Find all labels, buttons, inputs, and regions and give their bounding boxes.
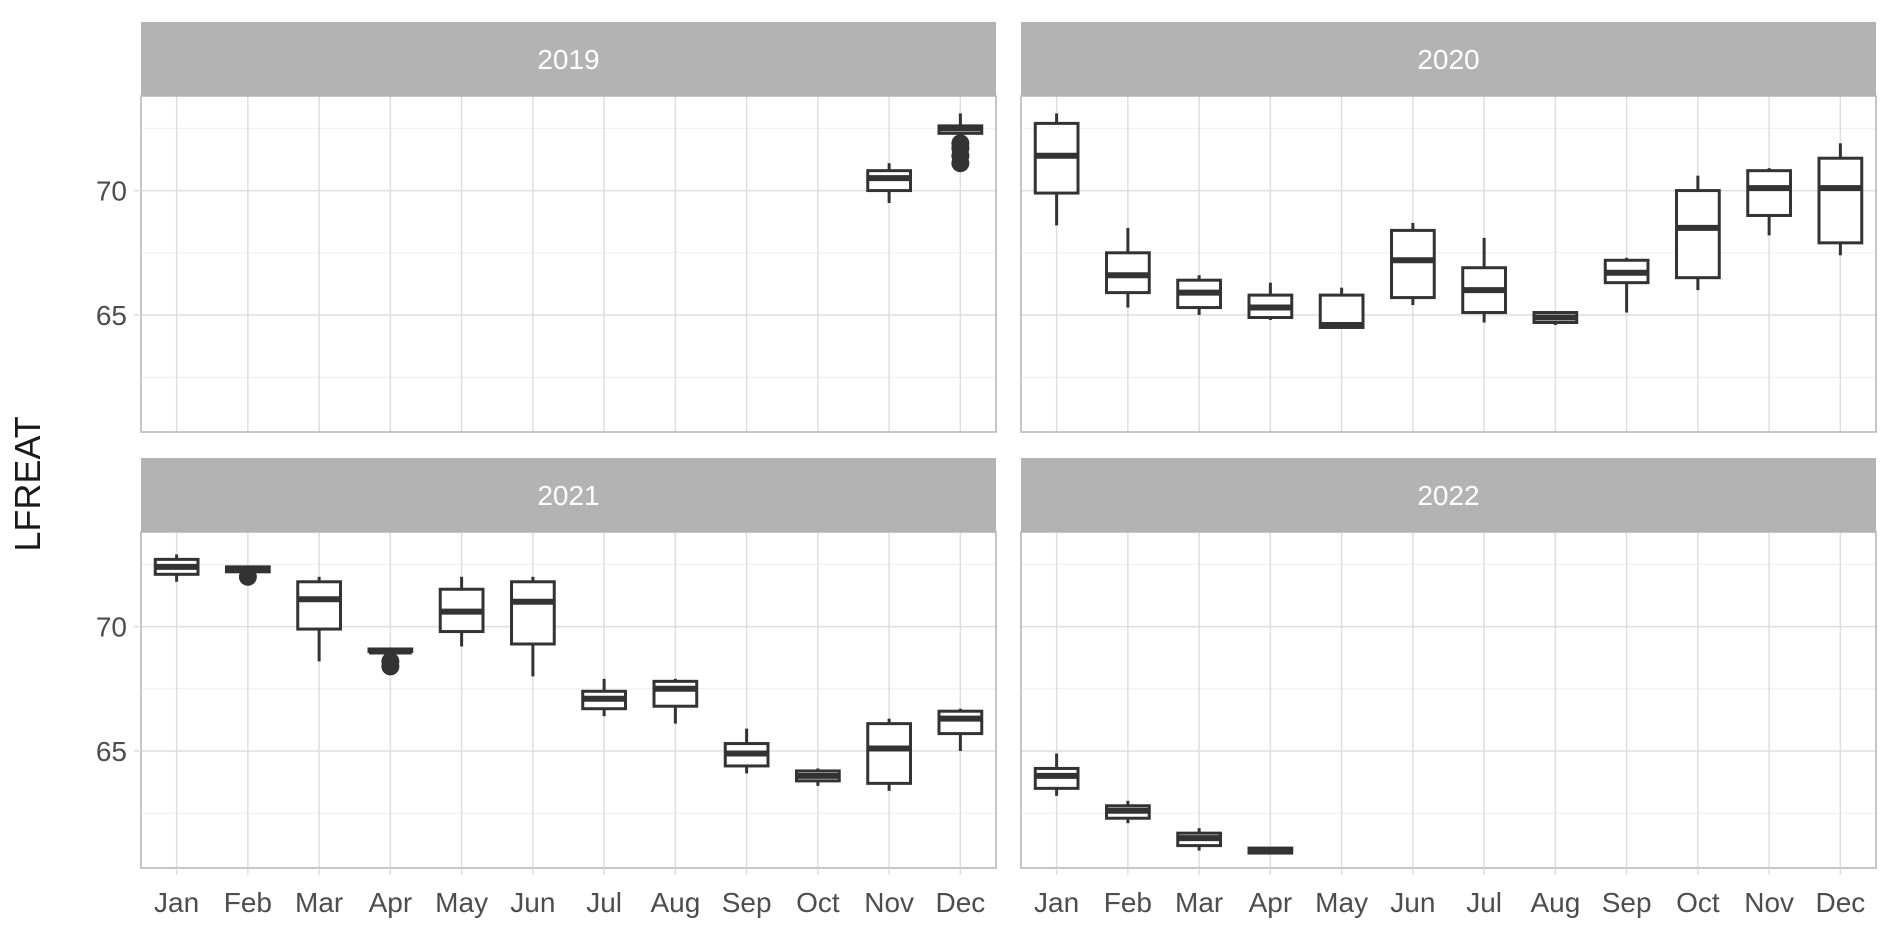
x-tick-label: Jan — [1034, 887, 1079, 918]
box-2021-dec — [937, 708, 984, 752]
facet-panel-2022: 2022 Jan Feb Mar Apr May Jun Jul Aug Sep Oct Nov Dec — [1020, 458, 1877, 918]
plot-area-2022 — [1021, 532, 1876, 868]
x-tick-label: Mar — [1175, 887, 1223, 918]
box-2020-feb — [1105, 227, 1151, 308]
y-tick-label: 70 — [96, 612, 127, 643]
x-tick-label: Sep — [722, 887, 772, 918]
facet-label-2022: 2022 — [1417, 480, 1479, 511]
y-tick-label: 65 — [96, 300, 127, 331]
x-tick-label: Jan — [154, 887, 199, 918]
box-2020-may — [1318, 287, 1365, 329]
facet-strip-2022 — [1021, 458, 1876, 532]
outlier-point — [238, 567, 257, 586]
box-2021-aug — [652, 678, 699, 724]
outlier-point — [381, 652, 400, 671]
facet-panel-2021: 2021 65 70 Jan Feb Mar Apr May Jun Jul Aug Sep Oct No… — [96, 458, 997, 918]
facet-strip-2019 — [141, 22, 996, 96]
facet-panel-2020: 2020 — [1020, 22, 1877, 433]
plot-area-2021 — [141, 532, 996, 868]
box-iqr — [866, 722, 912, 785]
x-tick-label: Jun — [1390, 887, 1435, 918]
box-2020-oct — [1675, 175, 1721, 291]
y-axis-title: LFREAT — [7, 416, 48, 551]
box-2021-jun — [510, 576, 556, 677]
outlier-point — [951, 134, 970, 153]
plot-area-2020 — [1021, 96, 1876, 432]
x-tick-label: Apr — [1249, 887, 1293, 918]
box-iqr — [1675, 189, 1721, 280]
box-2021-nov — [866, 718, 912, 791]
box-2020-mar — [1176, 275, 1222, 316]
box-2021-jan — [153, 554, 200, 582]
box-2022-feb — [1105, 800, 1151, 824]
box-2020-nov — [1746, 168, 1792, 236]
x-tick-label: Mar — [295, 887, 343, 918]
box-2020-jun — [1390, 222, 1436, 306]
box-iqr — [1390, 228, 1436, 300]
x-tick-label: Jul — [1466, 887, 1502, 918]
x-tick-label: May — [435, 887, 488, 918]
box-2019-nov — [866, 163, 912, 204]
box-iqr — [296, 580, 342, 631]
box-2020-dec — [1817, 143, 1864, 256]
x-tick-label: Dec — [935, 887, 985, 918]
box-2021-mar — [296, 576, 342, 662]
x-tick-label: Feb — [224, 887, 272, 918]
box-2020-apr — [1247, 282, 1294, 320]
x-tick-label: Jul — [586, 887, 622, 918]
panel-border-2021 — [140, 531, 997, 869]
box-2021-apr — [367, 647, 414, 676]
x-tick-label: Nov — [1744, 887, 1794, 918]
box-2022-apr — [1247, 846, 1294, 855]
box-iqr — [937, 709, 984, 736]
box-2022-mar — [1176, 828, 1222, 851]
x-tick-label: Oct — [1676, 887, 1720, 918]
plot-area-2019 — [141, 96, 996, 432]
facet-label-2019: 2019 — [537, 44, 599, 75]
box-2021-may — [438, 576, 485, 647]
box-2020-sep — [1603, 257, 1650, 313]
facet-panel-2019: 2019 65 70 — [96, 22, 997, 433]
box-iqr — [1746, 169, 1792, 217]
facet-strip-2020 — [1021, 22, 1876, 96]
x-tick-label: Aug — [650, 887, 700, 918]
box-2021-jul — [581, 678, 627, 717]
x-tick-label: Jun — [510, 887, 555, 918]
panel-border-2020 — [1020, 95, 1877, 433]
x-tick-label: Feb — [1104, 887, 1152, 918]
y-tick-label: 70 — [96, 176, 127, 207]
box-2021-oct — [795, 768, 841, 786]
x-tick-label: Apr — [369, 887, 413, 918]
box-2019-dec — [937, 113, 984, 173]
panel-border-2022 — [1020, 531, 1877, 869]
box-iqr — [1817, 156, 1864, 245]
panel-border-2019 — [140, 95, 997, 433]
y-tick-label: 65 — [96, 736, 127, 767]
box-2020-jul — [1461, 237, 1507, 323]
box-2021-feb — [225, 565, 271, 586]
box-iqr — [652, 679, 699, 708]
panels-layer: 2019 65 70 2020 2021 65 70 Jan Feb Mar Apr May Jun Ju… — [96, 22, 1877, 918]
x-tick-label: May — [1315, 887, 1368, 918]
box-2020-aug — [1532, 311, 1579, 325]
facet-label-2020: 2020 — [1417, 44, 1479, 75]
box-2022-jan — [1033, 753, 1080, 796]
x-tick-label: Nov — [864, 887, 914, 918]
box-2020-jan — [1033, 113, 1080, 226]
x-tick-label: Oct — [796, 887, 840, 918]
box-iqr — [510, 580, 556, 646]
x-tick-label: Aug — [1530, 887, 1580, 918]
box-2021-sep — [723, 728, 770, 774]
facet-label-2021: 2021 — [537, 480, 599, 511]
facet-strip-2021 — [141, 458, 996, 532]
x-tick-label: Dec — [1815, 887, 1865, 918]
x-tick-label: Sep — [1602, 887, 1652, 918]
